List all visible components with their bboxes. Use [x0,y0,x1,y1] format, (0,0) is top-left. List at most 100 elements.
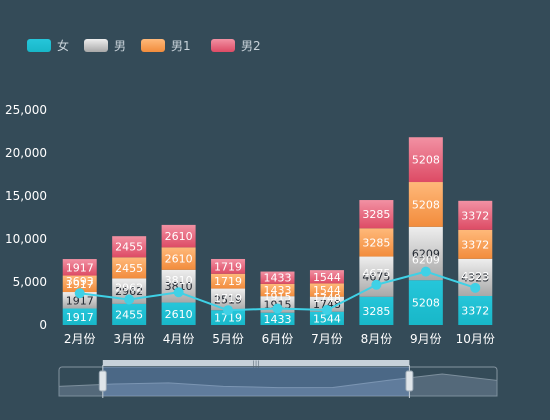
y-axis: 0 5,000 10,000 15,000 20,000 25,000 [5,103,47,332]
line-point [173,287,184,298]
bar-segment [309,296,344,312]
line-value-label: 3693 [66,275,94,288]
bar-value-label: 3810 [165,280,193,293]
line-point [272,303,283,314]
line-value-label: 1915 [264,291,292,304]
bar-value-label: 3372 [461,238,489,251]
bar-value-label: 1719 [214,260,242,273]
line-value-label: 3810 [165,274,193,287]
bar-segment [112,257,147,279]
bar-segment [260,283,295,297]
x-tick-label: 6月份 [262,332,294,346]
bar-value-label: 3285 [362,236,390,249]
bar-value-label: 1719 [214,312,242,325]
bar-segment [359,228,394,257]
bar-segment [161,224,196,248]
bar-value-label: 1544 [313,271,341,284]
bar-segment [161,247,196,270]
zoom-selection[interactable] [102,367,410,396]
bar-value-label: 1917 [66,294,94,307]
x-tick-label: 2月份 [64,332,96,346]
bar-value-label: 5208 [412,154,440,167]
bar-value-label: 1544 [313,312,341,325]
zoom-grip-icon: ||| [253,360,260,368]
line-value-label: 1748 [313,292,341,305]
x-tick-label: 5月份 [212,332,244,346]
bar-value-label: 5208 [412,297,440,310]
bar-segment [62,275,97,293]
line-point [74,288,85,299]
bar-value-label: 1719 [214,275,242,288]
legend-label-4[interactable]: 男2 [241,39,261,53]
line-value-label: 2962 [115,282,143,295]
bar-value-label: 5208 [412,198,440,211]
bar-segment [62,259,97,276]
bar-segment [408,137,443,183]
line-point [223,305,234,316]
y-tick-label: 15,000 [5,189,47,203]
line-value-label: 4675 [362,267,390,280]
bars: 1917 1917 1917 1917 2455 2962 2455 2455 2610 3810… [62,137,493,326]
bar-value-label: 2610 [165,308,193,321]
line-point [371,279,382,290]
bar-value-label: 2455 [115,308,143,321]
y-tick-label: 20,000 [5,146,47,160]
bar-segment [260,271,295,284]
bar-value-label: 3285 [362,208,390,221]
legend-swatch-3[interactable] [141,39,165,52]
x-tick-label: 7月份 [311,332,343,346]
line-value-label: 1719 [214,292,242,305]
legend-label-2[interactable]: 男 [114,39,126,53]
x-tick-label: 10月份 [456,332,495,346]
x-tick-label: 8月份 [361,332,393,346]
bar-value-label: 3372 [461,305,489,318]
legend-swatch-4[interactable] [211,39,235,52]
bar-value-label: 1433 [264,313,292,326]
bar-segment [309,270,344,284]
legend-swatch-1[interactable] [27,39,51,52]
bar-value-label: 4675 [362,271,390,284]
legend-label-1[interactable]: 女 [57,38,69,53]
bar-segment [260,312,295,325]
zoom-top-bar[interactable] [102,360,410,366]
bar-segment [458,229,493,259]
zoom-handle-left[interactable] [98,370,107,392]
line-value-label: 6209 [412,254,440,267]
bar-segment [359,296,394,325]
y-tick-label: 5,000 [13,275,47,289]
x-tick-label: 9月份 [410,332,442,346]
bar-value-label: 1433 [264,272,292,285]
bar-segment [458,296,493,325]
x-axis: 2月份 3月份 4月份 5月份 6月份 7月份 8月份 9月份 10月份 [64,332,495,346]
bar-value-label: 1748 [313,298,341,311]
bar-segment [211,273,246,289]
line-point [420,266,431,277]
bar-value-label: 1544 [313,284,341,297]
line-point [321,304,332,315]
bar-value-label: 2610 [165,253,193,266]
bar-segment [211,258,246,274]
bar-value-label: 2455 [115,262,143,275]
bar-value-label: 2610 [165,230,193,243]
bar-value-label: 2962 [115,285,143,298]
bar-segment [112,303,147,325]
bar-segment [211,288,246,311]
bar-value-label: 6209 [412,248,440,261]
line-point [124,294,135,305]
bar-segment [359,200,394,229]
bar-value-label: 2519 [214,293,242,306]
bar-segment [211,310,246,325]
y-tick-label: 25,000 [5,103,47,117]
legend-swatch-2[interactable] [84,39,108,52]
zoom-handle-right[interactable] [405,370,414,392]
legend-label-3[interactable]: 男1 [171,39,191,53]
bar-value-label: 3372 [461,209,489,222]
data-zoom-slider[interactable]: ||| [58,360,498,398]
line-value-label: 4323 [461,270,489,283]
bar-value-label: 1917 [66,261,94,274]
bar-value-label: 1917 [66,278,94,291]
bar-segment [62,292,97,309]
legend[interactable]: 女 男 男1 男2 [27,38,261,53]
bar-value-label: 3285 [362,305,390,318]
